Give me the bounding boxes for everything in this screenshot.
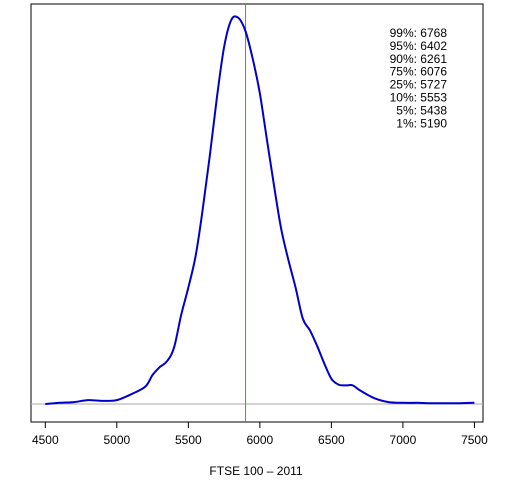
plot-frame <box>30 3 484 423</box>
quantile-legend-item: 75%: 6076 <box>390 65 448 79</box>
quantile-legend-item: 10%: 5553 <box>390 91 448 105</box>
quantile-legend-item: 25%: 5727 <box>390 78 448 92</box>
x-tick-label: 5500 <box>175 433 202 447</box>
x-tick-label: 4500 <box>32 433 59 447</box>
quantile-legend-item: 5%: 5438 <box>396 103 447 117</box>
x-tick-label: 7500 <box>461 433 488 447</box>
x-tick-label: 5000 <box>103 433 130 447</box>
quantile-legend-item: 1%: 5190 <box>396 116 447 130</box>
x-tick-label: 7000 <box>390 433 417 447</box>
x-tick-label: 6500 <box>318 433 345 447</box>
quantile-legend-item: 90%: 6261 <box>390 52 448 66</box>
x-axis-label: FTSE 100 – 2011 <box>209 464 302 478</box>
x-tick-label: 6000 <box>247 433 274 447</box>
x-axis: 4500 5000 5500 6000 6500 7000 7500 <box>32 422 488 447</box>
quantile-legend-item: 99%: 6768 <box>390 26 448 40</box>
series-layer <box>45 15 475 405</box>
density-curve-0 <box>45 15 475 405</box>
quantile-legend-item: 95%: 6402 <box>390 39 448 53</box>
